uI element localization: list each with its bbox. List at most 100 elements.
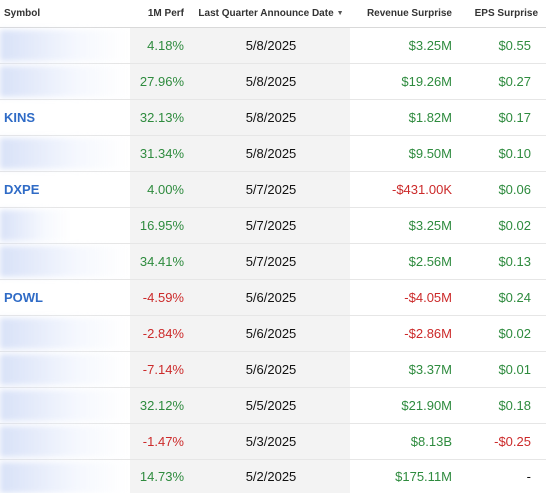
revenue-surprise-cell: -$431.00K xyxy=(350,172,460,208)
table-row[interactable]: POWL-4.59%5/6/2025-$4.05M$0.24 xyxy=(0,280,546,316)
eps-surprise-cell: -$0.25 xyxy=(460,424,546,460)
symbol-cell[interactable] xyxy=(0,460,130,493)
column-header-symbol-label: Symbol xyxy=(4,8,40,19)
table-row[interactable]: DXPE 4.00%5/7/2025-$431.00K$0.06 xyxy=(0,172,546,208)
column-header-eps-label: EPS Surprise xyxy=(475,8,538,19)
symbol-cell[interactable] xyxy=(0,424,130,460)
symbol-cell[interactable] xyxy=(0,208,130,244)
symbol-link[interactable]: POWL xyxy=(4,290,43,305)
perf-cell: 27.96% xyxy=(130,64,192,100)
announce-date-cell: 5/7/2025 xyxy=(192,208,350,244)
perf-cell: 4.18% xyxy=(130,28,192,64)
sort-desc-icon[interactable]: ▼ xyxy=(337,10,344,17)
eps-surprise-cell: $0.13 xyxy=(460,244,546,280)
revenue-surprise-cell: $3.25M xyxy=(350,208,460,244)
table-row[interactable]: -7.14%5/6/2025$3.37M$0.01 xyxy=(0,352,546,388)
table-row[interactable]: 32.12%5/5/2025$21.90M$0.18 xyxy=(0,388,546,424)
announce-date-cell: 5/8/2025 xyxy=(192,64,350,100)
announce-date-cell: 5/6/2025 xyxy=(192,316,350,352)
column-header-eps-surprise[interactable]: EPS Surprise xyxy=(460,0,546,28)
redacted-symbol xyxy=(0,66,126,97)
column-header-perf-label: 1M Perf xyxy=(148,8,184,19)
perf-cell: 16.95% xyxy=(130,208,192,244)
revenue-surprise-cell: $9.50M xyxy=(350,136,460,172)
announce-date-cell: 5/6/2025 xyxy=(192,352,350,388)
table-row[interactable]: 34.41%5/7/2025$2.56M$0.13 xyxy=(0,244,546,280)
eps-surprise-cell: $0.24 xyxy=(460,280,546,316)
redacted-symbol xyxy=(0,246,126,277)
redacted-symbol xyxy=(0,210,70,241)
column-header-symbol[interactable]: Symbol xyxy=(0,0,130,28)
announce-date-cell: 5/6/2025 xyxy=(192,280,350,316)
table-row[interactable]: -2.84%5/6/2025-$2.86M$0.02 xyxy=(0,316,546,352)
eps-surprise-cell: $0.02 xyxy=(460,208,546,244)
symbol-cell[interactable] xyxy=(0,316,130,352)
announce-date-cell: 5/8/2025 xyxy=(192,136,350,172)
symbol-cell[interactable] xyxy=(0,136,130,172)
symbol-cell[interactable] xyxy=(0,388,130,424)
eps-surprise-cell: $0.55 xyxy=(460,28,546,64)
table-row[interactable]: 16.95%5/7/2025$3.25M$0.02 xyxy=(0,208,546,244)
symbol-cell[interactable] xyxy=(0,64,130,100)
revenue-surprise-cell: $3.25M xyxy=(350,28,460,64)
announce-date-cell: 5/8/2025 xyxy=(192,100,350,136)
announce-date-cell: 5/5/2025 xyxy=(192,388,350,424)
perf-cell: -7.14% xyxy=(130,352,192,388)
redacted-symbol xyxy=(0,354,126,385)
eps-surprise-cell: $0.01 xyxy=(460,352,546,388)
perf-cell: 4.00% xyxy=(130,172,192,208)
revenue-surprise-cell: -$2.86M xyxy=(350,316,460,352)
perf-cell: -4.59% xyxy=(130,280,192,316)
symbol-cell[interactable] xyxy=(0,28,130,64)
symbol-cell[interactable] xyxy=(0,244,130,280)
perf-cell: 32.12% xyxy=(130,388,192,424)
table-row[interactable]: 31.34%5/8/2025$9.50M$0.10 xyxy=(0,136,546,172)
table-header: Symbol 1M Perf Last Quarter Announce Dat… xyxy=(0,0,546,28)
table-row[interactable]: 27.96%5/8/2025$19.26M$0.27 xyxy=(0,64,546,100)
column-header-announce-date[interactable]: Last Quarter Announce Date▼ xyxy=(192,0,350,28)
column-header-revenue-surprise[interactable]: Revenue Surprise xyxy=(350,0,460,28)
eps-surprise-cell: $0.18 xyxy=(460,388,546,424)
symbol-cell[interactable]: KINS xyxy=(0,100,130,136)
revenue-surprise-cell: $8.13B xyxy=(350,424,460,460)
perf-cell: 31.34% xyxy=(130,136,192,172)
perf-cell: 34.41% xyxy=(130,244,192,280)
announce-date-cell: 5/7/2025 xyxy=(192,244,350,280)
redacted-symbol xyxy=(0,426,126,457)
symbol-cell[interactable] xyxy=(0,352,130,388)
redacted-symbol xyxy=(0,30,126,61)
redacted-symbol xyxy=(0,462,126,493)
table-row[interactable]: -1.47%5/3/2025$8.13B-$0.25 xyxy=(0,424,546,460)
column-header-revenue-label: Revenue Surprise xyxy=(367,8,452,19)
table-row[interactable]: 14.73%5/2/2025$175.11M- xyxy=(0,460,546,493)
perf-cell: 14.73% xyxy=(130,460,192,493)
eps-surprise-cell: $0.06 xyxy=(460,172,546,208)
revenue-surprise-cell: $19.26M xyxy=(350,64,460,100)
column-header-1m-perf[interactable]: 1M Perf xyxy=(130,0,192,28)
announce-date-cell: 5/8/2025 xyxy=(192,28,350,64)
table-row[interactable]: KINS 32.13%5/8/2025$1.82M$0.17 xyxy=(0,100,546,136)
eps-surprise-cell: - xyxy=(460,460,546,493)
revenue-surprise-cell: $3.37M xyxy=(350,352,460,388)
header-row: Symbol 1M Perf Last Quarter Announce Dat… xyxy=(0,0,546,28)
symbol-link[interactable]: DXPE xyxy=(4,182,39,197)
symbol-cell[interactable]: DXPE xyxy=(0,172,130,208)
perf-cell: 32.13% xyxy=(130,100,192,136)
announce-date-cell: 5/2/2025 xyxy=(192,460,350,493)
perf-cell: -1.47% xyxy=(130,424,192,460)
revenue-surprise-cell: $175.11M xyxy=(350,460,460,493)
eps-surprise-cell: $0.02 xyxy=(460,316,546,352)
eps-surprise-cell: $0.17 xyxy=(460,100,546,136)
table-row[interactable]: 4.18%5/8/2025$3.25M$0.55 xyxy=(0,28,546,64)
redacted-symbol xyxy=(0,138,126,169)
redacted-symbol xyxy=(0,390,126,421)
revenue-surprise-cell: $1.82M xyxy=(350,100,460,136)
announce-date-cell: 5/7/2025 xyxy=(192,172,350,208)
perf-cell: -2.84% xyxy=(130,316,192,352)
revenue-surprise-cell: $2.56M xyxy=(350,244,460,280)
symbol-link[interactable]: KINS xyxy=(4,110,35,125)
announce-date-cell: 5/3/2025 xyxy=(192,424,350,460)
symbol-cell[interactable]: POWL xyxy=(0,280,130,316)
